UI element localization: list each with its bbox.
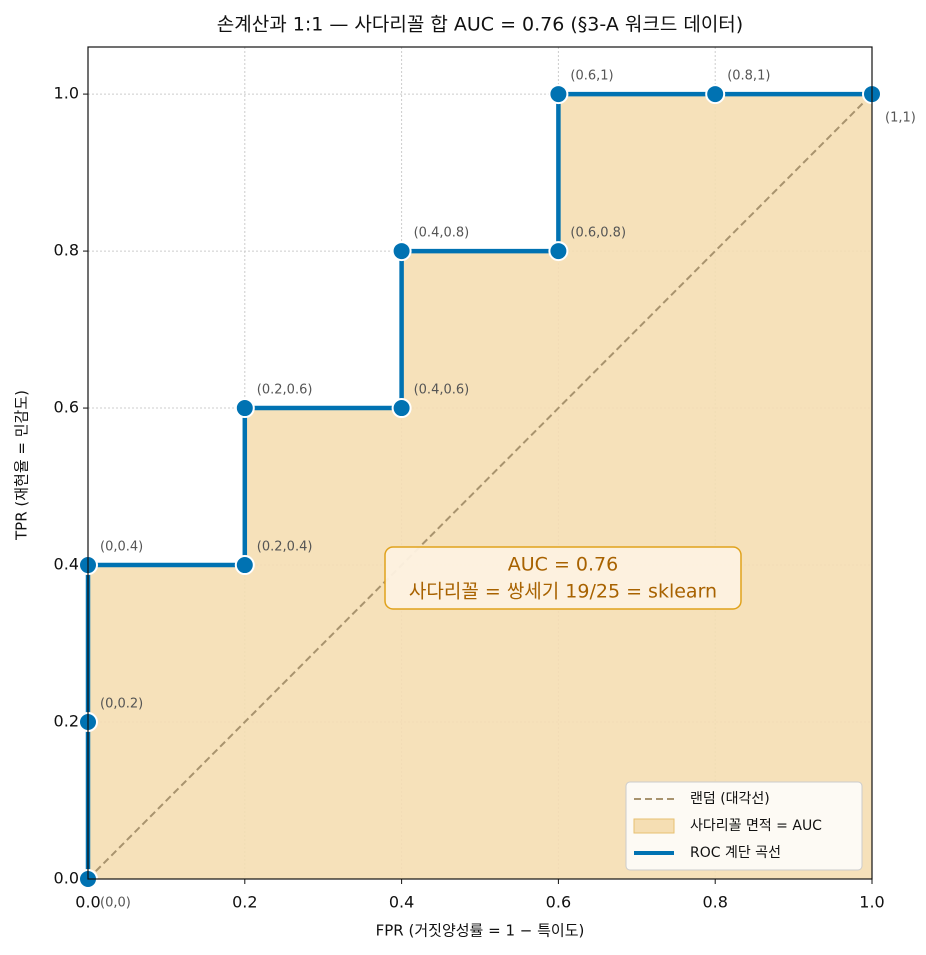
y-tick-label: 0.8	[54, 241, 79, 260]
y-axis-label: TPR (재현율 = 민감도)	[13, 390, 31, 541]
legend-label: 랜덤 (대각선)	[690, 791, 770, 807]
x-tick-label: 0.4	[389, 893, 414, 912]
chart-title: 손계산과 1:1 — 사다리꼴 합 AUC = 0.76 (§3-A 워크드 데…	[217, 14, 743, 36]
point	[391, 398, 412, 419]
y-tick-label: 0.4	[54, 555, 79, 574]
y-tick-label: 1.0	[54, 84, 79, 103]
point	[234, 555, 255, 576]
annotation-text: AUC = 0.76	[508, 554, 618, 576]
point	[234, 398, 255, 419]
point	[548, 241, 569, 262]
point-label: (0.4,0.6)	[414, 383, 470, 398]
point-label: (1,1)	[885, 111, 916, 126]
x-tick-label: 0.2	[232, 893, 257, 912]
annotation-box	[384, 546, 742, 610]
point-label: (0,0.4)	[100, 540, 143, 555]
point-label: (0.2,0.6)	[257, 383, 313, 398]
annotation-text: 사다리꼴 = 쌍세기 19/25 = sklearn	[409, 581, 717, 603]
x-tick-label: 1.0	[859, 893, 884, 912]
point-label: (0.8,1)	[727, 69, 770, 84]
x-tick-label: 0.8	[702, 893, 727, 912]
point-label: (0.2,0.4)	[257, 540, 313, 555]
point-label: (0.4,0.8)	[414, 226, 470, 241]
plot-frame	[87, 46, 873, 880]
legend-label: 사다리꼴 면적 = AUC	[690, 818, 822, 834]
x-axis-label: FPR (거짓양성률 = 1 − 특이도)	[376, 922, 585, 940]
point-label: (0.6,1)	[570, 69, 613, 84]
point-label: (0.6,0.8)	[570, 226, 626, 241]
legend-swatch	[633, 818, 675, 834]
point	[705, 84, 726, 105]
y-tick-label: 0.6	[54, 398, 79, 417]
y-tick-label: 0.2	[54, 712, 79, 731]
x-tick-label: 0.6	[546, 893, 571, 912]
legend-label: ROC 계단 곡선	[690, 845, 781, 861]
point-label: (0,0)	[100, 896, 131, 911]
legend-box	[625, 781, 863, 871]
legend: 랜덤 (대각선) 사다리꼴 면적 = AUC ROC 계단 곡선	[625, 781, 863, 871]
point	[391, 241, 412, 262]
y-tick-label: 0.0	[54, 869, 79, 888]
line	[87, 93, 873, 880]
point	[548, 84, 569, 105]
x-tick-label: 0.0	[75, 893, 100, 912]
point-label: (0,0.2)	[100, 697, 143, 712]
